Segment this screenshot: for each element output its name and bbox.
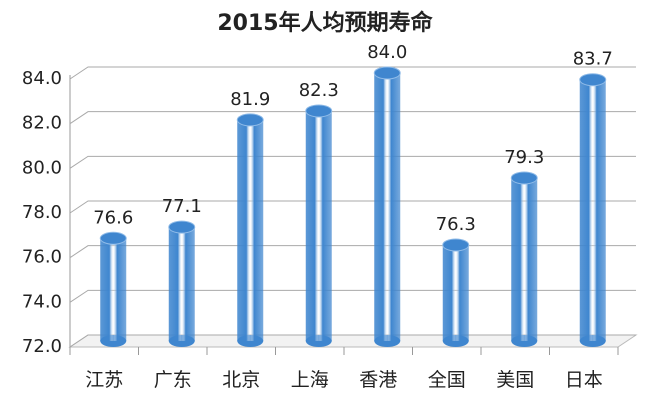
x-tick-label: 日本 xyxy=(565,369,603,391)
value-label: 81.9 xyxy=(230,89,270,110)
grid-line xyxy=(69,111,636,125)
bar xyxy=(305,110,332,341)
bar-top xyxy=(510,171,538,185)
x-tick-label: 上海 xyxy=(291,369,329,391)
value-label: 77.1 xyxy=(162,196,202,217)
grid-line xyxy=(69,155,636,169)
bar-top xyxy=(236,113,264,127)
y-tick-label: 72.0 xyxy=(22,336,62,357)
bar-top xyxy=(168,220,196,234)
grid-line xyxy=(69,245,636,259)
x-tick-label: 全国 xyxy=(428,369,466,391)
bar xyxy=(168,227,195,341)
value-label: 79.3 xyxy=(504,147,544,168)
chart-title: 2015年人均预期寿命 xyxy=(217,10,433,36)
y-tick-label: 74.0 xyxy=(22,291,62,312)
y-tick-label: 78.0 xyxy=(22,202,62,223)
bar-top xyxy=(99,231,127,245)
y-tick-label: 80.0 xyxy=(22,157,62,178)
bar-top xyxy=(442,238,470,252)
x-tick-label: 江苏 xyxy=(85,369,123,391)
bar-top xyxy=(305,104,333,118)
y-tick-label: 76.0 xyxy=(22,247,62,268)
floor xyxy=(68,334,638,348)
bar xyxy=(579,79,606,341)
bar xyxy=(442,244,469,341)
bar xyxy=(374,73,401,341)
x-tick-label: 广东 xyxy=(154,369,192,391)
y-tick-label: 84.0 xyxy=(22,68,62,89)
grid-line xyxy=(69,66,636,80)
bar-top xyxy=(373,66,401,80)
x-tick-label: 香港 xyxy=(359,369,397,391)
bar xyxy=(511,177,538,341)
grid-line xyxy=(69,289,636,303)
x-tick-label: 北京 xyxy=(222,369,260,391)
bar xyxy=(237,119,264,342)
value-label: 76.6 xyxy=(93,207,133,228)
value-label: 84.0 xyxy=(367,42,407,63)
bar xyxy=(100,238,127,341)
value-label: 76.3 xyxy=(436,214,476,235)
bar-top xyxy=(579,73,607,87)
y-tick-label: 82.0 xyxy=(22,113,62,134)
value-label: 82.3 xyxy=(299,80,339,101)
x-tick-label: 美国 xyxy=(496,369,534,391)
grid-line xyxy=(69,200,636,214)
value-label: 83.7 xyxy=(573,49,613,70)
